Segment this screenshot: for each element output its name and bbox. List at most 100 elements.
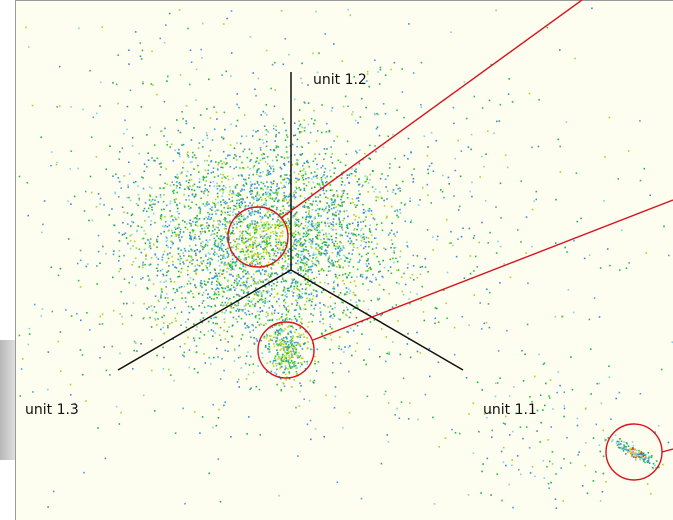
point xyxy=(229,165,232,168)
point xyxy=(649,194,651,197)
point xyxy=(176,185,178,187)
point xyxy=(312,200,315,203)
point xyxy=(172,298,175,301)
point xyxy=(309,379,312,382)
point xyxy=(330,202,333,204)
point xyxy=(128,161,130,164)
point xyxy=(327,258,330,260)
point xyxy=(358,299,360,301)
point xyxy=(465,117,468,120)
point xyxy=(180,172,182,175)
point xyxy=(480,492,482,494)
point xyxy=(430,162,433,165)
point xyxy=(193,183,196,186)
point xyxy=(298,313,300,315)
point xyxy=(300,266,303,268)
point xyxy=(216,287,219,289)
point xyxy=(287,156,290,159)
point xyxy=(260,295,263,297)
point xyxy=(264,112,267,114)
point xyxy=(276,330,278,333)
point xyxy=(149,316,151,319)
point xyxy=(265,233,268,235)
point xyxy=(268,194,271,197)
point xyxy=(226,175,229,178)
point xyxy=(354,285,357,287)
point xyxy=(60,370,62,372)
point xyxy=(246,433,248,435)
point xyxy=(273,105,276,108)
point xyxy=(138,197,140,200)
point xyxy=(214,210,217,213)
point xyxy=(246,232,249,234)
point xyxy=(276,353,279,356)
point xyxy=(216,118,218,120)
point xyxy=(262,194,264,196)
point xyxy=(246,277,249,280)
point xyxy=(550,481,552,484)
point xyxy=(334,386,337,388)
point xyxy=(334,167,337,170)
point xyxy=(236,223,238,225)
point xyxy=(19,395,22,397)
point xyxy=(273,252,276,255)
point xyxy=(259,227,261,230)
point xyxy=(275,156,278,158)
point xyxy=(151,50,153,53)
point xyxy=(282,212,284,214)
point xyxy=(311,220,313,222)
point xyxy=(115,173,117,175)
point xyxy=(320,179,323,181)
point xyxy=(69,394,72,396)
point xyxy=(342,105,345,108)
point xyxy=(238,211,240,213)
point xyxy=(327,306,329,308)
point xyxy=(259,252,262,255)
point xyxy=(265,264,268,266)
point xyxy=(162,273,164,276)
point xyxy=(235,221,238,223)
point xyxy=(486,457,489,460)
point xyxy=(320,238,322,241)
point xyxy=(264,297,267,300)
point xyxy=(182,167,184,169)
point xyxy=(331,213,334,215)
point xyxy=(446,271,449,274)
point xyxy=(243,281,246,284)
point xyxy=(282,278,284,280)
point xyxy=(347,261,349,263)
point xyxy=(247,373,250,376)
point xyxy=(311,243,314,245)
point xyxy=(502,422,505,424)
point xyxy=(270,285,273,287)
point xyxy=(381,197,383,200)
point xyxy=(303,239,306,241)
point xyxy=(260,297,262,300)
point xyxy=(303,189,306,192)
point xyxy=(349,327,352,330)
point xyxy=(213,185,216,187)
point xyxy=(192,151,194,154)
point xyxy=(422,311,425,313)
point xyxy=(306,215,308,218)
point xyxy=(324,305,326,307)
point xyxy=(599,450,602,453)
point xyxy=(261,224,264,227)
point xyxy=(251,208,253,211)
point xyxy=(189,207,192,209)
point xyxy=(370,299,373,302)
point xyxy=(89,69,91,72)
point xyxy=(644,461,646,464)
point xyxy=(293,278,296,281)
point xyxy=(249,331,251,333)
point xyxy=(295,248,297,250)
point xyxy=(394,210,396,212)
point xyxy=(282,245,285,247)
point xyxy=(214,322,217,325)
point xyxy=(409,302,411,305)
point xyxy=(327,270,330,272)
point xyxy=(246,324,249,327)
point xyxy=(251,303,254,306)
point xyxy=(295,309,297,311)
point xyxy=(267,237,269,239)
